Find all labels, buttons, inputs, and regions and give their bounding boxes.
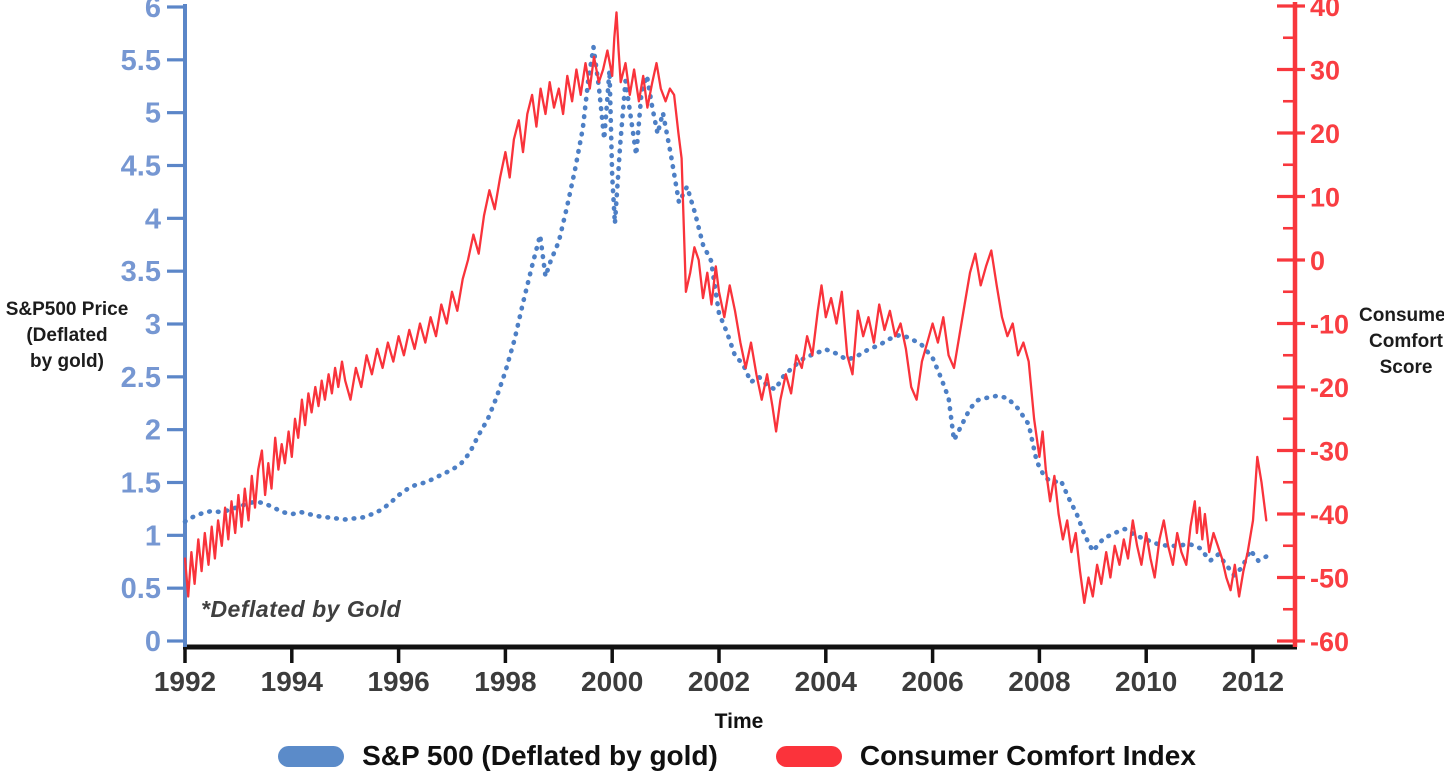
x-axis-tick-label: 2000 — [581, 666, 643, 697]
right-axis-tick-label: -10 — [1310, 310, 1349, 340]
x-axis-tick-label: 1996 — [367, 666, 429, 697]
right-axis-tick-label: 0 — [1310, 246, 1325, 276]
right-axis-tick-label: 30 — [1310, 56, 1340, 86]
x-axis-tick-label: 1994 — [261, 666, 324, 697]
right-axis-tick-label: 10 — [1310, 183, 1340, 213]
deflated-by-gold-note: *Deflated by Gold — [201, 596, 402, 622]
comfort-series-line — [183, 11, 1268, 605]
comfort-legend-label: Consumer Comfort Index — [859, 740, 1196, 771]
left-axis-title-line3: by gold) — [30, 351, 104, 373]
x-axis-tick-label: 1998 — [474, 666, 536, 697]
right-axis-title-line2: Comfort — [1369, 331, 1443, 353]
sp500-legend-label: S&P 500 (Deflated by gold) — [362, 740, 718, 771]
left-axis-tick-label: 0.5 — [121, 573, 161, 605]
left-axis-title: S&P500 Price (Deflated by gold) — [0, 297, 134, 376]
right-axis-title: Consumer Comfort Score — [1326, 303, 1444, 382]
right-axis-tick-label: -60 — [1310, 627, 1349, 657]
left-axis-tick-label: 4.5 — [121, 150, 161, 182]
x-axis-tick-label: 2006 — [901, 666, 963, 697]
left-axis-tick-label: 3.5 — [121, 256, 161, 288]
sp500-legend-swatch — [278, 745, 345, 767]
x-axis-tick-label: 2002 — [688, 666, 750, 697]
x-axis-tick-label: 1992 — [154, 666, 216, 697]
comfort-legend-swatch — [775, 745, 842, 767]
right-axis-tick-label: -40 — [1310, 500, 1349, 530]
legend-item-comfort: Consumer Comfort Index — [775, 740, 1196, 772]
right-axis-tick-label: -20 — [1310, 373, 1349, 403]
right-axis-title-line3: Score — [1379, 357, 1433, 379]
right-axis-title-line1: Consumer — [1359, 305, 1444, 326]
left-axis-title-line2: (Deflated — [26, 325, 108, 347]
left-axis-title-line1: S&P500 Price — [5, 299, 129, 320]
left-axis-tick-label: 2 — [145, 415, 161, 447]
x-axis-tick-label: 2012 — [1222, 666, 1284, 697]
legend: S&P 500 (Deflated by gold) Consumer Comf… — [0, 740, 1444, 772]
left-axis-tick-label: 1.5 — [121, 467, 161, 499]
left-axis-tick-label: 4 — [145, 203, 161, 235]
right-axis-tick-label: -50 — [1310, 564, 1349, 594]
x-axis-title: Time — [714, 710, 764, 733]
left-axis-tick-label: 0 — [145, 626, 161, 658]
left-axis-tick-label: 1 — [145, 520, 161, 552]
x-axis-tick-label: 2008 — [1008, 666, 1070, 697]
sp500-series-line — [182, 44, 1269, 578]
left-axis-tick-label: 6 — [145, 0, 161, 24]
left-axis-tick-label: 5 — [145, 98, 161, 130]
legend-item-sp500: S&P 500 (Deflated by gold) — [278, 740, 718, 772]
left-axis-tick-label: 2.5 — [121, 362, 161, 394]
x-axis-tick-label: 2004 — [795, 666, 858, 697]
right-axis-tick-label: 20 — [1310, 119, 1340, 149]
left-axis-tick-label: 5.5 — [121, 45, 161, 77]
right-axis-tick-label: -30 — [1310, 437, 1349, 467]
right-axis-tick-label: 40 — [1310, 0, 1340, 22]
left-axis-tick-label: 3 — [145, 309, 161, 341]
x-axis-tick-label: 2010 — [1115, 666, 1177, 697]
